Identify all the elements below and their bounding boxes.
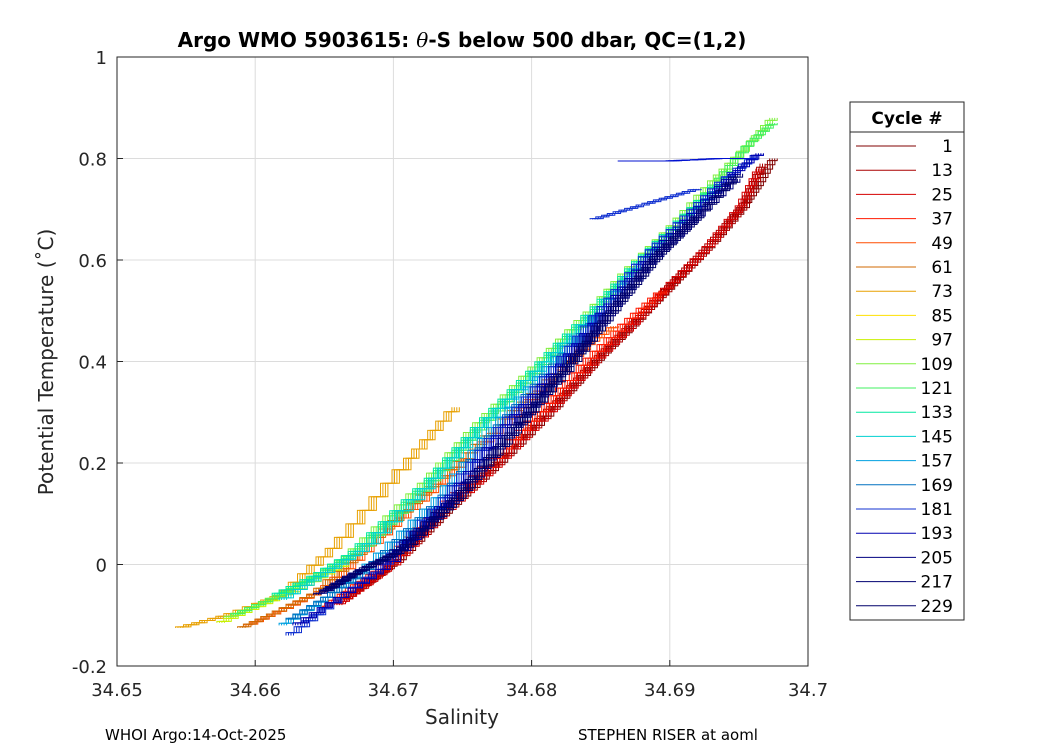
legend-label: 73	[931, 282, 953, 302]
legend-label: 97	[931, 331, 953, 351]
legend-label: 109	[921, 355, 953, 375]
legend-label: 37	[931, 210, 953, 230]
legend-entry: 109	[856, 355, 953, 375]
legend: Cycle # 1 13 25 37 49 61 73 85 97 109 121 133 145 157…	[849, 101, 965, 621]
legend-entry: 193	[856, 524, 953, 544]
series-line	[597, 188, 702, 220]
y-tick-label: 0.2	[78, 454, 107, 475]
legend-title: Cycle #	[871, 109, 942, 129]
series-18	[322, 173, 744, 590]
footer-right: STEPHEN RISER at aoml	[578, 726, 758, 744]
series-line	[345, 163, 768, 603]
y-tick-label: 0	[96, 556, 107, 577]
legend-label: 25	[931, 185, 953, 205]
x-tick-label: 34.67	[368, 680, 420, 701]
legend-label: 85	[931, 306, 953, 326]
series-2	[333, 168, 764, 606]
x-tick-label: 34.68	[506, 680, 558, 701]
series-line	[179, 407, 458, 628]
series-line	[322, 173, 736, 590]
legend-entry: 1	[856, 137, 953, 157]
footer-left: WHOI Argo:14-Oct-2025	[105, 726, 286, 744]
y-tick-label: -0.2	[72, 657, 107, 678]
legend-label: 1	[942, 137, 953, 157]
series-line	[177, 407, 455, 628]
legend-entry: 205	[856, 548, 953, 568]
series-line	[625, 158, 757, 162]
legend-label: 49	[931, 234, 953, 254]
series-line	[333, 168, 757, 606]
legend-label: 229	[921, 597, 953, 617]
x-tick-label: 34.7	[788, 680, 828, 701]
series-line	[278, 265, 637, 600]
legend-entry: 121	[856, 379, 953, 399]
series-line	[325, 173, 739, 590]
data-series	[175, 117, 778, 636]
legend-label: 169	[921, 476, 953, 496]
series-line	[592, 188, 697, 220]
legend-label: 61	[931, 258, 953, 278]
legend-label: 193	[921, 524, 953, 544]
y-tick-label: 1	[96, 48, 107, 69]
series-line	[330, 173, 744, 590]
series-line	[336, 168, 759, 606]
series-line	[341, 168, 764, 606]
legend-label: 205	[921, 548, 953, 568]
legend-label: 217	[921, 573, 953, 593]
legend-entry: 37	[856, 210, 953, 230]
legend-label: 181	[921, 500, 953, 520]
axis-ticks: 34.65 34.66 34.67 34.68 34.69 34.7 -0.2 0 0.2 0.4…	[72, 48, 828, 701]
legend-entry: 229	[856, 597, 953, 617]
legend-entry: 49	[856, 234, 953, 254]
series-line	[182, 407, 460, 628]
series-line	[589, 188, 695, 220]
legend-entry: 73	[856, 282, 953, 302]
chart-title: Argo WMO 5903615: θ-S below 500 dbar, QC…	[178, 28, 747, 52]
series-line	[338, 168, 762, 606]
series-line	[327, 173, 741, 590]
legend-entry: 25	[856, 185, 953, 205]
legend-label: 13	[931, 161, 953, 181]
series-line	[175, 407, 453, 628]
legend-entry: 61	[856, 258, 953, 278]
series-20	[589, 188, 702, 220]
legend-entry: 169	[856, 476, 953, 496]
y-tick-label: 0.4	[78, 353, 107, 374]
legend-entry: 13	[856, 161, 953, 181]
legend-entry: 145	[856, 427, 953, 447]
legend-entries: 1 13 25 37 49 61 73 85 97 109 121 133 145 157 169 181 19…	[856, 137, 953, 617]
legend-entry: 217	[856, 573, 953, 593]
y-tick-label: 0.8	[78, 150, 107, 171]
legend-entry: 133	[856, 403, 953, 423]
x-tick-label: 34.66	[229, 680, 281, 701]
x-tick-label: 34.65	[91, 680, 143, 701]
series-line	[594, 188, 700, 220]
series-6	[175, 407, 460, 628]
series-19	[617, 158, 757, 162]
legend-label: 145	[921, 427, 953, 447]
legend-entry: 85	[856, 306, 953, 326]
x-axis-label: Salinity	[425, 705, 499, 729]
legend-entry: 157	[856, 452, 953, 472]
y-tick-label: 0.6	[78, 251, 107, 272]
y-axis-label: Potential Temperature (˚C)	[34, 229, 58, 496]
x-tick-label: 34.69	[644, 680, 696, 701]
legend-label: 157	[921, 452, 953, 472]
legend-entry: 181	[856, 500, 953, 520]
legend-label: 121	[921, 379, 953, 399]
series-line	[292, 153, 757, 626]
legend-entry: 97	[856, 331, 953, 351]
legend-label: 133	[921, 403, 953, 423]
